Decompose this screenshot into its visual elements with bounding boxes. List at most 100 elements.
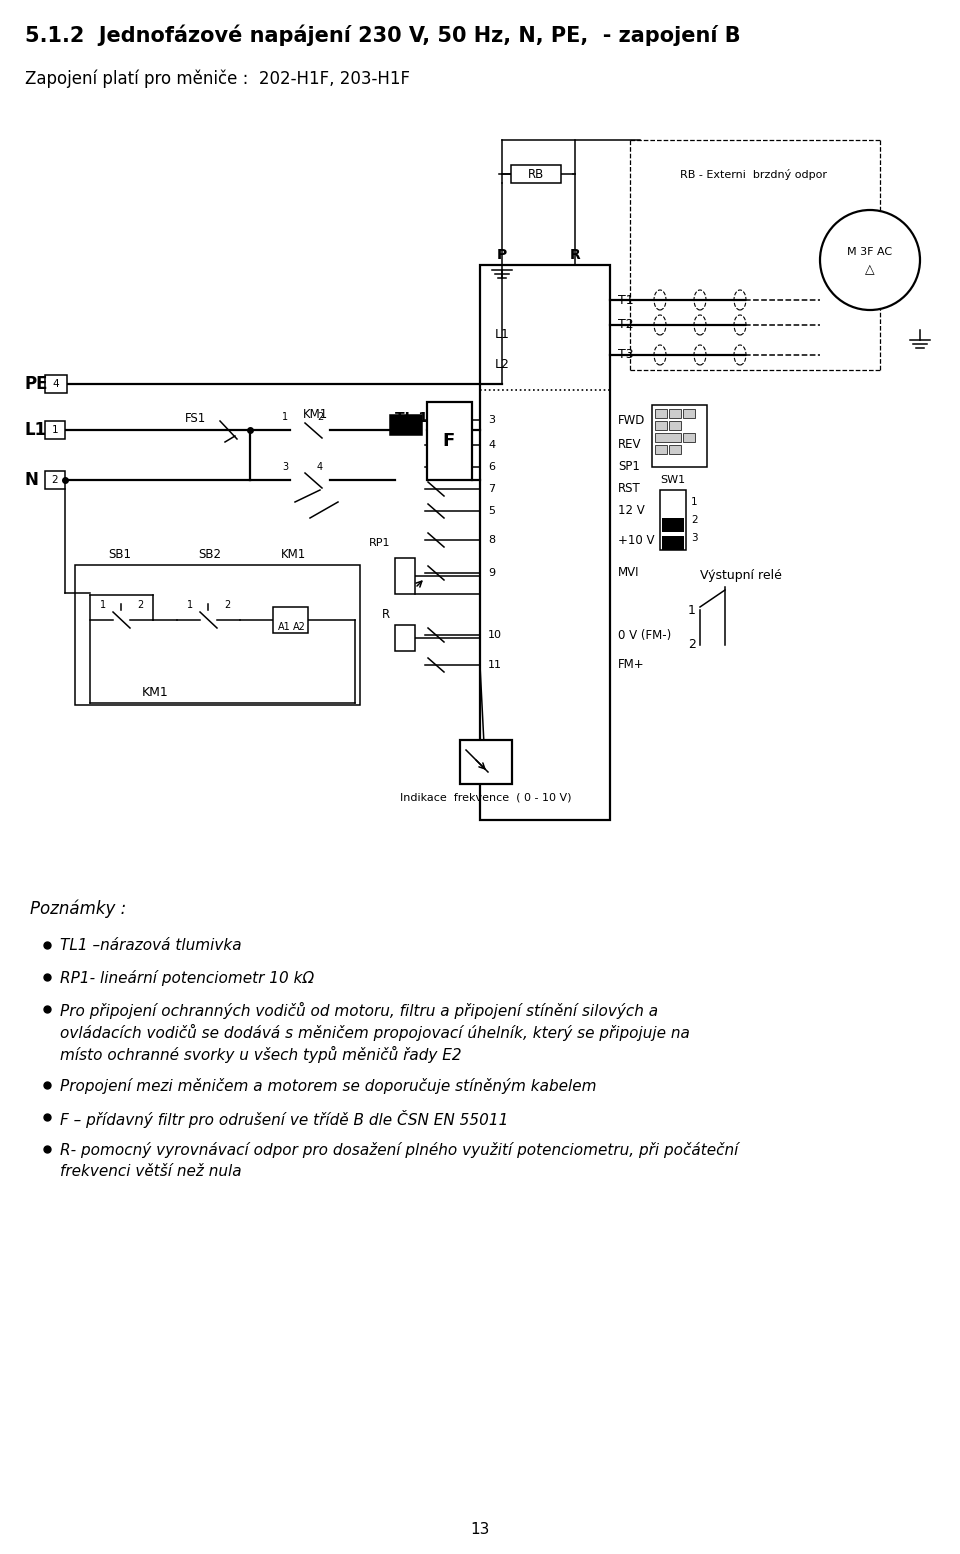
Bar [273, 608, 308, 632]
Text: 10: 10 [488, 629, 502, 640]
Text: frekvenci větší než nula: frekvenci větší než nula [60, 1164, 242, 1179]
Text: 1: 1 [100, 600, 106, 611]
Text: M 3F AC: M 3F AC [848, 247, 893, 256]
Bar [390, 415, 422, 435]
Text: L1: L1 [495, 328, 510, 342]
Ellipse shape [654, 291, 666, 309]
Bar [683, 434, 695, 441]
Bar [652, 406, 707, 468]
Ellipse shape [694, 345, 706, 365]
Text: 4: 4 [488, 440, 495, 451]
Text: 3: 3 [691, 533, 698, 542]
Text: RP1- lineární potenciometr 10 kΩ: RP1- lineární potenciometr 10 kΩ [60, 970, 314, 985]
Bar [45, 471, 65, 490]
Text: R- pomocný vyrovnávací odpor pro dosažení plného využití potenciometru, při počá: R- pomocný vyrovnávací odpor pro dosažen… [60, 1142, 738, 1158]
Text: KM1: KM1 [280, 549, 305, 561]
Bar [480, 266, 610, 821]
Text: RB - Externi  brzdný odpor: RB - Externi brzdný odpor [680, 169, 827, 180]
Text: 7: 7 [488, 483, 495, 494]
Text: 2: 2 [691, 514, 698, 525]
Text: TL1 –nárazová tlumivka: TL1 –nárazová tlumivka [60, 939, 242, 953]
Text: F: F [443, 432, 455, 451]
Text: SP1: SP1 [618, 460, 640, 474]
Text: 2: 2 [224, 600, 230, 611]
Text: 1: 1 [688, 603, 696, 617]
Bar [655, 409, 667, 418]
Text: ovládacích vodičů se dodává s měničem propojovací úhelník, který se připojuje na: ovládacích vodičů se dodává s měničem pr… [60, 1024, 690, 1041]
Text: Propojení mezi měničem a motorem se doporučuje stíněným kabelem: Propojení mezi měničem a motorem se dopo… [60, 1078, 596, 1094]
Ellipse shape [694, 291, 706, 309]
Text: 1: 1 [282, 412, 288, 423]
Text: 5: 5 [488, 507, 495, 516]
Text: 1: 1 [187, 600, 193, 611]
Text: 2: 2 [317, 412, 324, 423]
Text: Výstupní relé: Výstupní relé [700, 569, 781, 581]
Ellipse shape [734, 345, 746, 365]
Text: FM+: FM+ [618, 659, 644, 671]
Text: 11: 11 [488, 660, 502, 670]
Text: 4: 4 [317, 462, 324, 472]
Bar [75, 566, 360, 706]
Text: Zapojení platí pro měniče :  202-H1F, 203-H1F: Zapojení platí pro měniče : 202-H1F, 203… [25, 70, 410, 89]
Text: RP1: RP1 [369, 538, 390, 549]
Circle shape [820, 210, 920, 309]
Text: KM1: KM1 [142, 687, 168, 699]
Bar [655, 444, 667, 454]
Text: FS1: FS1 [184, 412, 205, 424]
Bar [669, 409, 681, 418]
Text: RB: RB [528, 168, 544, 180]
Text: 9: 9 [488, 569, 495, 578]
Ellipse shape [654, 345, 666, 365]
Text: N: N [25, 471, 38, 490]
Text: 3: 3 [488, 415, 495, 424]
Text: A2: A2 [293, 622, 306, 632]
Bar [45, 375, 67, 393]
Bar [655, 434, 681, 441]
Text: REV: REV [618, 438, 641, 452]
Text: △: △ [865, 264, 875, 277]
Text: SW1: SW1 [660, 476, 685, 485]
Text: Poznámky :: Poznámky : [30, 900, 127, 918]
Text: L2: L2 [495, 359, 510, 371]
Text: FWD: FWD [618, 413, 645, 426]
Text: 0 V (FM-): 0 V (FM-) [618, 628, 671, 642]
Text: RST: RST [618, 482, 640, 496]
Bar [395, 558, 415, 594]
Bar [669, 444, 681, 454]
Bar [683, 409, 695, 418]
Text: 2: 2 [52, 476, 59, 485]
Text: TL 1: TL 1 [396, 410, 428, 424]
Text: 12 V: 12 V [618, 505, 645, 517]
Ellipse shape [734, 291, 746, 309]
Bar [660, 490, 686, 550]
Text: místo ochranné svorky u všech typů měničů řady E2: místo ochranné svorky u všech typů měnič… [60, 1046, 462, 1063]
Bar [45, 421, 65, 438]
Text: 13: 13 [470, 1523, 490, 1537]
Text: +10 V: +10 V [618, 533, 655, 547]
Text: 2: 2 [137, 600, 143, 611]
Text: 2: 2 [688, 639, 696, 651]
Text: P: P [497, 249, 507, 263]
Bar [662, 517, 684, 531]
Text: A1: A1 [278, 622, 291, 632]
Text: 1: 1 [691, 497, 698, 507]
Text: PE: PE [25, 375, 49, 393]
Text: Pro připojení ochranných vodičů od motoru, filtru a připojení stínění silových a: Pro připojení ochranných vodičů od motor… [60, 1002, 659, 1019]
Bar [662, 536, 684, 550]
Text: 5.1.2  Jednofázové napájení 230 V, 50 Hz, N, PE,  - zapojení B: 5.1.2 Jednofázové napájení 230 V, 50 Hz,… [25, 25, 740, 47]
Text: F – přídavný filtr pro odrušení ve třídě B dle ČSN EN 55011: F – přídavný filtr pro odrušení ve třídě… [60, 1110, 509, 1128]
Bar [655, 421, 667, 430]
Bar [427, 402, 472, 480]
Text: 6: 6 [488, 462, 495, 472]
Bar [511, 165, 561, 183]
Text: SB2: SB2 [199, 549, 222, 561]
Text: R: R [382, 609, 390, 622]
Text: 4: 4 [53, 379, 60, 388]
Bar [669, 421, 681, 430]
Text: SB1: SB1 [108, 549, 132, 561]
Text: 1: 1 [52, 424, 59, 435]
Ellipse shape [694, 315, 706, 336]
Text: T1: T1 [618, 294, 634, 306]
Bar [460, 740, 512, 785]
Text: R: R [569, 249, 581, 263]
